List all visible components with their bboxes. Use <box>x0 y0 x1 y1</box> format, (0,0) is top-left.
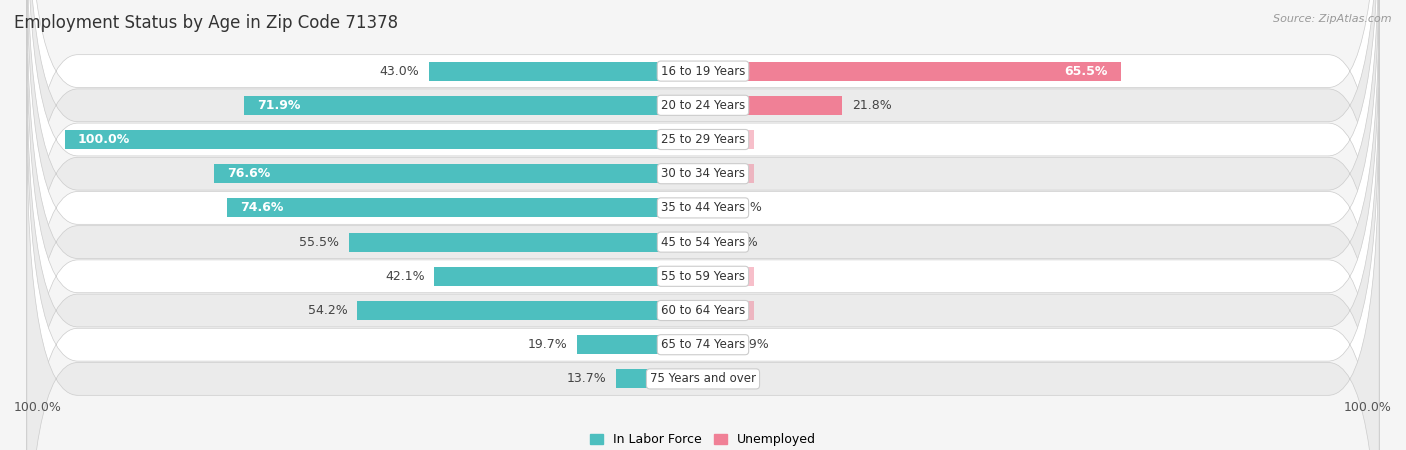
Bar <box>65 130 703 149</box>
Text: 100.0%: 100.0% <box>1344 401 1392 414</box>
Text: 54.2%: 54.2% <box>308 304 347 317</box>
Text: 76.6%: 76.6% <box>228 167 270 180</box>
Bar <box>703 369 754 388</box>
Text: 30 to 34 Years: 30 to 34 Years <box>661 167 745 180</box>
Text: Employment Status by Age in Zip Code 71378: Employment Status by Age in Zip Code 713… <box>14 14 398 32</box>
Text: 3.9%: 3.9% <box>738 338 769 351</box>
Text: 65.5%: 65.5% <box>1064 65 1108 77</box>
FancyBboxPatch shape <box>27 53 1379 450</box>
Text: 71.9%: 71.9% <box>257 99 301 112</box>
FancyBboxPatch shape <box>27 0 1379 431</box>
Bar <box>578 335 703 354</box>
Text: 20 to 24 Years: 20 to 24 Years <box>661 99 745 112</box>
Text: 0.0%: 0.0% <box>713 270 745 283</box>
Bar <box>245 96 703 115</box>
Text: 13.7%: 13.7% <box>567 373 606 385</box>
Text: 35 to 44 Years: 35 to 44 Years <box>661 202 745 214</box>
Bar <box>214 164 703 183</box>
Bar <box>434 267 703 286</box>
Bar <box>357 301 703 320</box>
Text: 74.6%: 74.6% <box>240 202 283 214</box>
Text: 0.0%: 0.0% <box>713 373 745 385</box>
FancyBboxPatch shape <box>27 0 1379 397</box>
Text: 100.0%: 100.0% <box>77 133 131 146</box>
Text: 0.0%: 0.0% <box>713 133 745 146</box>
Text: 60 to 64 Years: 60 to 64 Years <box>661 304 745 317</box>
FancyBboxPatch shape <box>27 87 1379 450</box>
Text: 2.1%: 2.1% <box>725 236 758 248</box>
FancyBboxPatch shape <box>27 0 1379 450</box>
Bar <box>703 335 728 354</box>
Bar <box>703 130 754 149</box>
FancyBboxPatch shape <box>27 0 1379 328</box>
Bar <box>429 62 703 81</box>
Bar <box>703 62 1121 81</box>
Bar <box>703 233 717 252</box>
FancyBboxPatch shape <box>27 19 1379 450</box>
FancyBboxPatch shape <box>27 0 1379 363</box>
Text: Source: ZipAtlas.com: Source: ZipAtlas.com <box>1274 14 1392 23</box>
Bar <box>703 301 754 320</box>
Text: 43.0%: 43.0% <box>380 65 419 77</box>
FancyBboxPatch shape <box>27 0 1379 450</box>
Text: 19.7%: 19.7% <box>529 338 568 351</box>
Text: 42.1%: 42.1% <box>385 270 425 283</box>
Bar <box>616 369 703 388</box>
Text: 55.5%: 55.5% <box>299 236 339 248</box>
Text: 65 to 74 Years: 65 to 74 Years <box>661 338 745 351</box>
Text: 45 to 54 Years: 45 to 54 Years <box>661 236 745 248</box>
Text: 21.8%: 21.8% <box>852 99 891 112</box>
Bar <box>349 233 703 252</box>
Bar <box>703 164 754 183</box>
Text: 25 to 29 Years: 25 to 29 Years <box>661 133 745 146</box>
Text: 16 to 19 Years: 16 to 19 Years <box>661 65 745 77</box>
Text: 100.0%: 100.0% <box>14 401 62 414</box>
Text: 0.0%: 0.0% <box>713 304 745 317</box>
Bar <box>703 267 754 286</box>
Bar <box>703 96 842 115</box>
Text: 55 to 59 Years: 55 to 59 Years <box>661 270 745 283</box>
Bar <box>228 198 703 217</box>
Text: 75 Years and over: 75 Years and over <box>650 373 756 385</box>
Legend: In Labor Force, Unemployed: In Labor Force, Unemployed <box>585 428 821 450</box>
FancyBboxPatch shape <box>27 122 1379 450</box>
Bar <box>703 198 721 217</box>
Text: 0.0%: 0.0% <box>713 167 745 180</box>
Text: 2.8%: 2.8% <box>731 202 762 214</box>
